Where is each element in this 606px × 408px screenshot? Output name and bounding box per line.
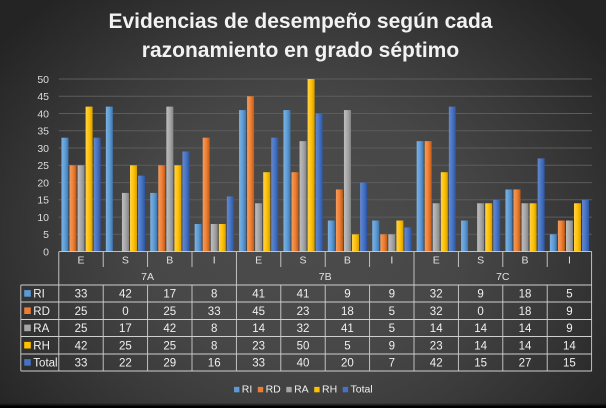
svg-text:29: 29 — [163, 358, 176, 370]
svg-text:RH: RH — [33, 340, 50, 352]
svg-text:14: 14 — [252, 323, 265, 335]
svg-text:RI: RI — [242, 384, 253, 396]
svg-text:9: 9 — [566, 323, 572, 335]
svg-text:RI: RI — [33, 289, 45, 301]
svg-text:7A: 7A — [141, 271, 154, 283]
svg-text:14: 14 — [474, 340, 487, 352]
svg-text:50: 50 — [297, 340, 310, 352]
svg-text:41: 41 — [341, 323, 354, 335]
svg-text:0: 0 — [122, 306, 128, 318]
svg-text:25: 25 — [163, 306, 176, 318]
svg-text:40: 40 — [297, 358, 310, 370]
svg-text:50: 50 — [37, 74, 49, 86]
svg-text:0: 0 — [43, 246, 49, 258]
svg-text:45: 45 — [37, 91, 49, 103]
svg-text:33: 33 — [75, 358, 88, 370]
svg-text:9: 9 — [477, 289, 483, 301]
svg-text:14: 14 — [563, 340, 576, 352]
svg-text:25: 25 — [37, 160, 49, 172]
svg-text:33: 33 — [208, 306, 221, 318]
svg-text:I: I — [213, 254, 216, 266]
svg-text:16: 16 — [208, 358, 221, 370]
svg-text:RD: RD — [266, 384, 282, 396]
svg-text:32: 32 — [430, 306, 443, 318]
svg-text:10: 10 — [37, 212, 49, 224]
svg-text:RH: RH — [322, 384, 337, 396]
svg-text:S: S — [299, 254, 306, 266]
svg-text:33: 33 — [252, 358, 265, 370]
svg-text:17: 17 — [163, 289, 176, 301]
svg-text:B: B — [521, 254, 528, 266]
svg-text:5: 5 — [43, 229, 49, 241]
svg-text:23: 23 — [252, 340, 265, 352]
svg-text:5: 5 — [389, 306, 395, 318]
svg-text:Total: Total — [33, 358, 57, 370]
svg-text:41: 41 — [252, 289, 265, 301]
svg-text:5: 5 — [566, 289, 572, 301]
svg-text:18: 18 — [341, 306, 354, 318]
svg-text:8: 8 — [211, 289, 217, 301]
svg-text:7B: 7B — [319, 271, 332, 283]
svg-text:14: 14 — [519, 340, 532, 352]
svg-text:40: 40 — [37, 108, 49, 120]
svg-text:27: 27 — [519, 358, 532, 370]
svg-text:9: 9 — [389, 340, 395, 352]
svg-text:23: 23 — [297, 306, 310, 318]
svg-text:B: B — [344, 254, 351, 266]
svg-text:15: 15 — [563, 358, 576, 370]
svg-text:45: 45 — [252, 306, 265, 318]
svg-text:7: 7 — [389, 358, 395, 370]
svg-text:5: 5 — [344, 340, 350, 352]
svg-text:32: 32 — [297, 323, 310, 335]
svg-text:8: 8 — [211, 323, 217, 335]
svg-text:20: 20 — [37, 177, 49, 189]
svg-text:B: B — [166, 254, 173, 266]
svg-text:14: 14 — [474, 323, 487, 335]
svg-text:5: 5 — [389, 323, 395, 335]
svg-text:42: 42 — [119, 289, 132, 301]
svg-text:42: 42 — [75, 340, 88, 352]
svg-text:S: S — [122, 254, 129, 266]
svg-text:17: 17 — [119, 323, 132, 335]
svg-text:I: I — [390, 254, 393, 266]
svg-text:RD: RD — [33, 306, 50, 318]
svg-text:0: 0 — [477, 306, 483, 318]
svg-text:Total: Total — [351, 384, 373, 396]
svg-text:25: 25 — [75, 306, 88, 318]
svg-text:15: 15 — [37, 195, 49, 207]
svg-text:35: 35 — [37, 126, 49, 138]
svg-text:32: 32 — [430, 289, 443, 301]
svg-text:42: 42 — [430, 358, 443, 370]
svg-text:18: 18 — [519, 306, 532, 318]
svg-text:30: 30 — [37, 143, 49, 155]
svg-text:18: 18 — [519, 289, 532, 301]
svg-text:8: 8 — [211, 340, 217, 352]
svg-text:15: 15 — [474, 358, 487, 370]
svg-text:E: E — [433, 254, 440, 266]
svg-text:25: 25 — [75, 323, 88, 335]
svg-text:7C: 7C — [496, 271, 510, 283]
svg-text:9: 9 — [389, 289, 395, 301]
svg-text:33: 33 — [75, 289, 88, 301]
svg-text:22: 22 — [119, 358, 132, 370]
svg-text:9: 9 — [344, 289, 350, 301]
svg-text:9: 9 — [566, 306, 572, 318]
svg-text:E: E — [255, 254, 262, 266]
svg-text:42: 42 — [163, 323, 176, 335]
svg-text:I: I — [568, 254, 571, 266]
svg-text:RA: RA — [294, 384, 309, 396]
svg-text:23: 23 — [430, 340, 443, 352]
svg-text:S: S — [477, 254, 484, 266]
svg-text:25: 25 — [163, 340, 176, 352]
svg-text:14: 14 — [519, 323, 532, 335]
svg-text:RA: RA — [33, 323, 49, 335]
svg-text:E: E — [77, 254, 84, 266]
svg-text:41: 41 — [297, 289, 310, 301]
svg-text:20: 20 — [341, 358, 354, 370]
svg-text:14: 14 — [430, 323, 443, 335]
svg-text:25: 25 — [119, 340, 132, 352]
